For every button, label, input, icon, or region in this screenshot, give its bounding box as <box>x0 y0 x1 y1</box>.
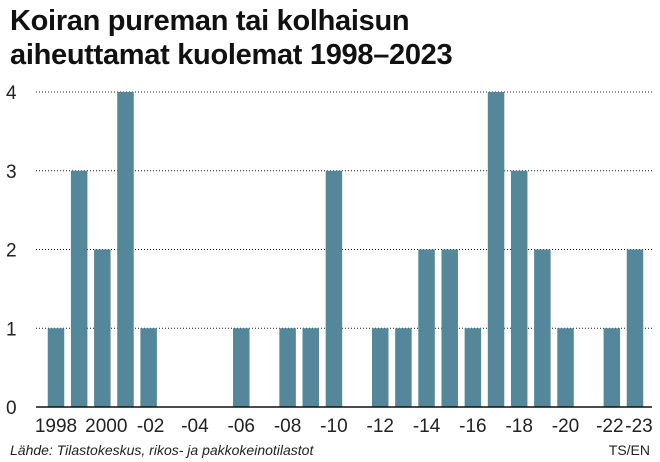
x-tick-label: -14 <box>413 416 441 437</box>
bar <box>371 328 389 407</box>
bar <box>302 328 320 407</box>
x-tick-label: -04 <box>181 416 209 437</box>
bar <box>510 170 528 407</box>
bar <box>47 328 65 407</box>
bar <box>279 328 296 407</box>
y-tick-label: 2 <box>6 241 17 262</box>
bar <box>534 249 551 407</box>
chart-title-line-2: aiheuttamat kuolemat 1998–2023 <box>10 39 453 71</box>
x-tick-label: 2000 <box>85 416 127 437</box>
x-tick-label: 1998 <box>35 416 77 437</box>
bar <box>441 249 458 407</box>
bar <box>395 328 412 407</box>
bar <box>325 170 343 407</box>
x-tick-label: -10 <box>320 416 347 437</box>
bar <box>487 92 505 407</box>
x-tick-label: -22 <box>596 416 623 437</box>
x-tick-label: -08 <box>274 416 301 437</box>
chart-title-line-1: Koiran pureman tai kolhaisun <box>10 5 410 37</box>
bar <box>626 249 644 407</box>
bar <box>603 328 621 407</box>
x-tick-label: -16 <box>459 416 486 437</box>
bar <box>464 328 482 407</box>
chart-title: Koiran pureman tai kolhaisun aiheuttamat… <box>10 4 650 72</box>
bar <box>117 92 134 407</box>
y-tick-label: 4 <box>6 83 17 104</box>
y-tick-label: 1 <box>6 319 17 340</box>
bar <box>94 249 111 407</box>
x-tick-label: -06 <box>228 416 255 437</box>
bar <box>140 328 157 407</box>
x-tick-label: -02 <box>137 416 164 437</box>
bar <box>557 328 574 407</box>
bar <box>233 328 250 407</box>
source-note: Lähde: Tilastokeskus, rikos- ja pakkokei… <box>10 442 314 458</box>
y-tick-label: 0 <box>6 398 17 419</box>
x-tick-label: -20 <box>552 416 579 437</box>
y-tick-label: 3 <box>6 162 17 183</box>
bar <box>70 170 88 407</box>
x-tick-label: -12 <box>367 416 394 437</box>
bar <box>418 249 435 407</box>
x-tick-label: -18 <box>505 416 532 437</box>
credit-label: TS/EN <box>608 442 650 458</box>
x-tick-label: -23 <box>625 416 652 437</box>
